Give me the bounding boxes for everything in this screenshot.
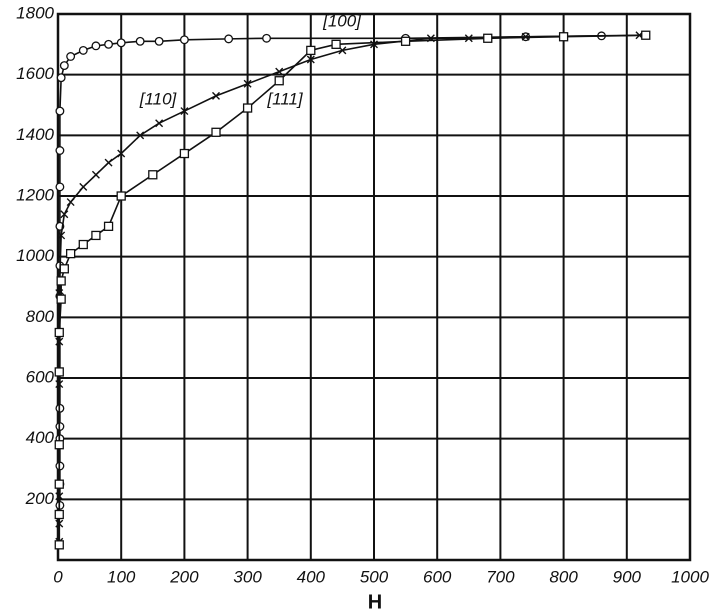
data-point (331, 39, 341, 49)
x-tick-label: 1000 (671, 567, 709, 586)
data-point (243, 79, 252, 88)
data-point (104, 39, 114, 49)
y-tick-label: 1200 (16, 185, 54, 204)
x-tick-label: 500 (360, 567, 389, 586)
data-point (91, 230, 101, 241)
data-point (79, 182, 88, 191)
data-point (262, 33, 272, 43)
data-point (54, 327, 64, 338)
data-point (116, 191, 126, 201)
x-tick-label: 400 (297, 567, 326, 586)
data-point (306, 45, 316, 56)
data-point (56, 276, 66, 286)
x-tick-label: 0 (53, 567, 63, 586)
data-point (103, 221, 114, 231)
data-point (224, 34, 234, 44)
y-tick-label: 400 (26, 428, 55, 447)
data-point (242, 103, 253, 113)
x-tick-label: 100 (107, 567, 136, 586)
data-point (60, 210, 69, 219)
x-tick-label: 900 (613, 567, 642, 586)
data-point (56, 294, 66, 304)
data-point (558, 32, 569, 42)
data-point (274, 76, 284, 86)
data-point (155, 119, 164, 128)
data-point (55, 146, 65, 155)
data-point (55, 106, 65, 116)
data-point (483, 33, 493, 43)
series-label: [110] (139, 89, 178, 108)
data-point (91, 170, 100, 179)
x-tick-label: 300 (233, 567, 262, 586)
y-tick-label: 800 (26, 307, 55, 326)
y-tick-label: 1800 (16, 3, 54, 22)
data-point (135, 36, 145, 46)
y-tick-label: 1000 (16, 246, 54, 265)
data-point (57, 231, 66, 240)
data-point (400, 36, 411, 46)
data-point (306, 55, 315, 64)
data-point (65, 248, 76, 259)
data-point (154, 36, 164, 46)
data-point (54, 509, 64, 520)
x-tick-label: 800 (549, 567, 578, 586)
data-point (54, 540, 64, 550)
y-tick-label: 1400 (16, 125, 54, 144)
data-point (91, 41, 101, 51)
x-tick-label: 200 (169, 567, 199, 586)
y-tick-label: 600 (26, 367, 55, 386)
data-point (136, 131, 145, 140)
curve (58, 34, 646, 545)
data-point (56, 73, 66, 83)
data-point (116, 38, 126, 48)
data-point (66, 52, 76, 61)
data-point (275, 67, 284, 76)
data-point (179, 35, 189, 45)
curve (58, 34, 640, 542)
data-point (179, 148, 190, 159)
data-point (104, 158, 113, 167)
data-point (212, 91, 220, 100)
data-point (54, 479, 64, 489)
data-point (211, 127, 221, 137)
data-point (59, 264, 69, 274)
x-tick-label: 600 (423, 567, 452, 586)
series-label: [100] (322, 11, 362, 30)
data-point (78, 45, 88, 55)
data-point (78, 239, 88, 250)
data-point (66, 198, 75, 207)
data-point (54, 367, 64, 377)
data-point (148, 170, 158, 180)
data-point (180, 107, 189, 116)
y-tick-label: 1600 (16, 64, 54, 83)
y-tick-label: 200 (25, 489, 55, 508)
x-tick-label: 700 (486, 567, 515, 586)
data-point (54, 440, 64, 450)
data-point (55, 182, 65, 192)
data-point (117, 149, 126, 158)
data-point (59, 61, 69, 71)
data-point (641, 30, 651, 40)
series-label: [111] (266, 89, 304, 108)
x-axis-label: H (368, 591, 382, 613)
